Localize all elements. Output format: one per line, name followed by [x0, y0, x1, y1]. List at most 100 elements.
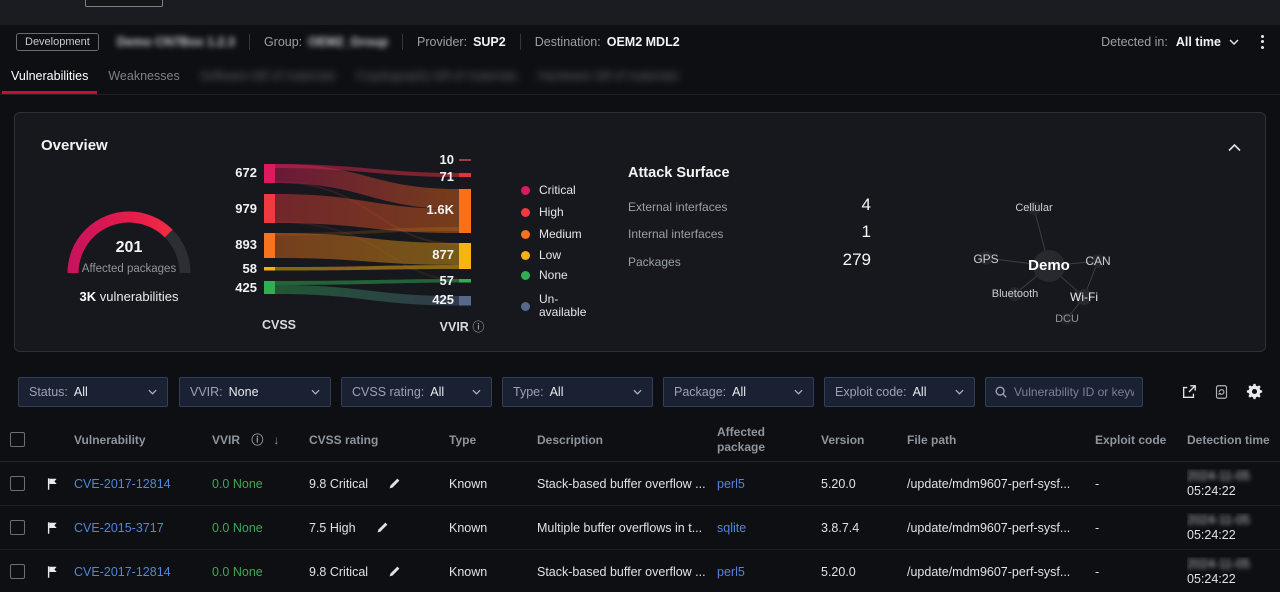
filter-status[interactable]: Status: All: [18, 377, 168, 407]
detection-date: 2024-11-05: [1187, 557, 1272, 572]
detected-in-value[interactable]: All time: [1176, 35, 1221, 49]
search-input[interactable]: [1014, 385, 1134, 399]
network-node-can[interactable]: CAN: [1085, 254, 1110, 268]
table-row[interactable]: CVE-2015-3717 0.0 None 7.5 High Known Mu…: [0, 506, 1280, 550]
chevron-down-icon: [464, 389, 481, 395]
collapse-chevron-icon[interactable]: [1228, 139, 1241, 157]
cve-link[interactable]: CVE-2017-12814: [74, 477, 212, 491]
destination-value: OEM2 MDL2: [607, 35, 680, 49]
filter-cvss-rating[interactable]: CVSS rating: All: [341, 377, 492, 407]
package-link[interactable]: sqlite: [717, 521, 821, 535]
total-vulnerabilities: 3K vulnerabilities: [49, 289, 209, 304]
vvir-value: 0.0 None: [212, 521, 309, 535]
packages-value: 279: [795, 250, 871, 270]
sankey-left-medium: 893: [219, 237, 257, 252]
table-row[interactable]: CVE-2017-12814 0.0 None 9.8 Critical Kno…: [0, 462, 1280, 506]
edit-pencil-icon[interactable]: [388, 565, 409, 578]
row-checkbox[interactable]: [10, 564, 25, 579]
network-node-demo[interactable]: Demo: [1028, 257, 1070, 274]
network-node-bluetooth[interactable]: Bluetooth: [992, 288, 1038, 300]
chevron-down-icon: [947, 389, 964, 395]
edit-pencil-icon[interactable]: [388, 477, 409, 490]
low-dot-icon: [521, 251, 530, 260]
tab-hardware-bom[interactable]: Hardware bill of materials: [538, 58, 679, 94]
info-icon[interactable]: ⓘ: [472, 320, 484, 334]
tab-vulnerabilities[interactable]: Vulnerabilities: [11, 58, 88, 94]
legend-label: Un-available: [539, 293, 595, 319]
sankey-left-low: 58: [219, 261, 257, 276]
filter-label: Status:: [29, 385, 68, 399]
vvir-value: 0.0 None: [212, 565, 309, 579]
overview-title: Overview: [41, 137, 108, 154]
flag-icon[interactable]: [46, 521, 74, 535]
filter-vvir[interactable]: VVIR: None: [179, 377, 331, 407]
export-icon[interactable]: [1181, 384, 1197, 400]
high-dot-icon: [521, 208, 530, 217]
network-node-dcu[interactable]: DCU: [1055, 313, 1079, 325]
legend-item: Un-available: [521, 293, 595, 319]
filter-package[interactable]: Package: All: [663, 377, 814, 407]
filter-type[interactable]: Type: All: [502, 377, 653, 407]
row-checkbox[interactable]: [10, 476, 25, 491]
legend-item: High: [521, 206, 601, 219]
col-cvss-rating[interactable]: CVSS rating: [309, 433, 449, 447]
legend-item: Low: [521, 249, 601, 262]
col-file-path[interactable]: File path: [907, 433, 1095, 447]
col-version[interactable]: Version: [821, 433, 907, 447]
col-exploit-code[interactable]: Exploit code: [1095, 433, 1187, 447]
sort-desc-icon[interactable]: ↓: [273, 433, 287, 447]
chevron-down-icon[interactable]: [1229, 39, 1239, 45]
sankey-right-6: 425: [416, 292, 454, 307]
col-type[interactable]: Type: [449, 433, 537, 447]
divider: [402, 34, 403, 50]
col-affected-package[interactable]: Affected package: [717, 425, 821, 455]
cvss-value: 9.8 Critical: [309, 565, 376, 579]
network-node-wifi[interactable]: Wi-Fi: [1070, 290, 1098, 304]
packages-label: Packages: [628, 255, 681, 269]
network-node-gps[interactable]: GPS: [973, 252, 998, 266]
edit-pencil-icon[interactable]: [376, 521, 397, 534]
destination-label: Destination:: [535, 35, 601, 49]
info-icon[interactable]: ⓘ: [251, 433, 271, 447]
col-vvir[interactable]: VVIR ⓘ↓: [212, 431, 309, 448]
col-detection-time[interactable]: Detection time: [1187, 433, 1280, 447]
network-node-cellular[interactable]: Cellular: [1015, 202, 1052, 214]
sankey-chart: [261, 151, 489, 326]
row-checkbox[interactable]: [10, 520, 25, 535]
gear-icon[interactable]: [1246, 383, 1263, 400]
group-value: OEM2_Group: [308, 35, 388, 49]
package-link[interactable]: perl5: [717, 477, 821, 491]
version-value: 5.20.0: [821, 477, 907, 491]
filter-bar: Status: All VVIR: None CVSS rating: All …: [0, 376, 1280, 407]
flag-icon[interactable]: [46, 565, 74, 579]
unavailable-dot-icon: [521, 302, 530, 311]
tab-software-bom[interactable]: Software bill of materials: [200, 58, 336, 94]
none-dot-icon: [521, 271, 530, 280]
select-all-checkbox[interactable]: [10, 432, 25, 447]
cve-link[interactable]: CVE-2015-3717: [74, 521, 212, 535]
legend-label: None: [539, 269, 601, 282]
top-strip: [0, 0, 1280, 25]
filter-label: Type:: [513, 385, 544, 399]
package-link[interactable]: perl5: [717, 565, 821, 579]
type-value: Known: [449, 565, 537, 579]
filter-exploit-code[interactable]: Exploit code: All: [824, 377, 975, 407]
table-row[interactable]: CVE-2017-12814 0.0 None 9.8 Critical Kno…: [0, 550, 1280, 592]
filter-value: All: [430, 385, 444, 399]
sankey-right-2: 71: [416, 169, 454, 184]
legend-label: Low: [539, 249, 601, 262]
tab-weaknesses[interactable]: Weaknesses: [108, 58, 179, 94]
filter-label: Exploit code:: [835, 385, 907, 399]
flag-icon[interactable]: [46, 477, 74, 491]
tab-cryptography-bom[interactable]: Cryptography bill of materials: [356, 58, 518, 94]
environment-badge: Development: [16, 33, 99, 51]
exploit-code-value: -: [1095, 477, 1187, 491]
report-restore-icon[interactable]: [1214, 384, 1229, 400]
cve-link[interactable]: CVE-2017-12814: [74, 565, 212, 579]
table-header: Vulnerability VVIR ⓘ↓ CVSS rating Type D…: [0, 418, 1280, 462]
col-vulnerability[interactable]: Vulnerability: [74, 433, 212, 447]
kebab-menu-icon[interactable]: [1261, 35, 1264, 49]
col-description[interactable]: Description: [537, 433, 717, 447]
total-vulnerabilities-count: 3K: [79, 289, 96, 304]
sankey-right-3: 1.6K: [416, 202, 454, 217]
